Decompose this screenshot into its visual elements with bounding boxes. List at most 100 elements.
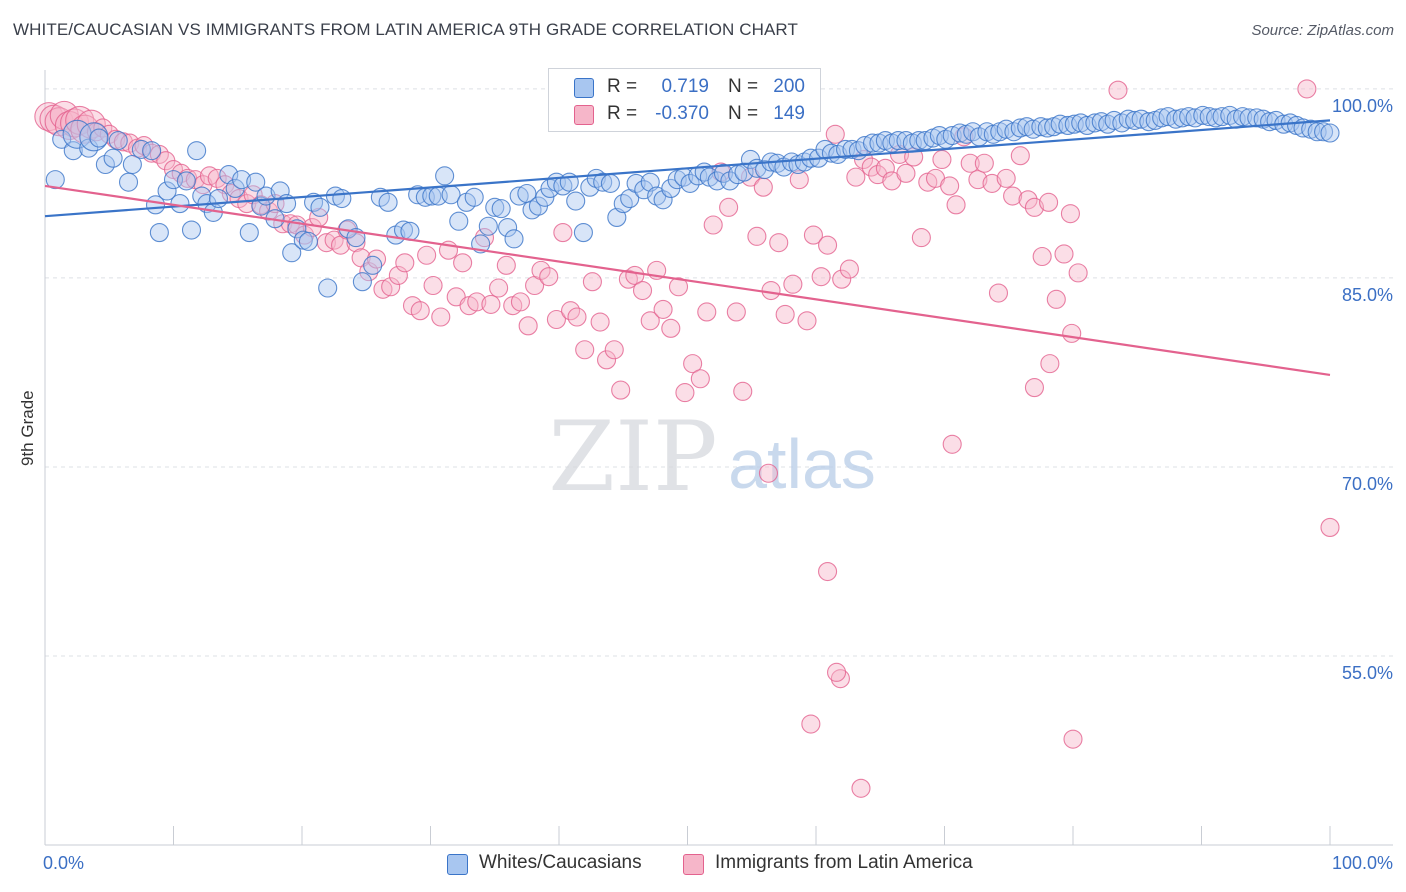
trend-lines bbox=[44, 119, 1331, 377]
whites-point bbox=[435, 166, 455, 186]
whites-point bbox=[1185, 108, 1205, 128]
whites-point bbox=[566, 191, 586, 211]
legend-n-label: N = bbox=[728, 76, 759, 97]
immigrants-point bbox=[1032, 246, 1052, 267]
whites-point bbox=[170, 194, 190, 214]
whites-point bbox=[573, 223, 593, 243]
whites-point bbox=[491, 199, 511, 219]
immigrants-point bbox=[733, 381, 753, 401]
immigrants-point bbox=[1060, 204, 1080, 224]
immigrants-point bbox=[946, 195, 966, 215]
legend-row-whites: R = 0.719 N = 200 bbox=[549, 74, 820, 100]
immigrants-point bbox=[625, 265, 645, 285]
immigrants-point bbox=[988, 283, 1009, 303]
whites-point bbox=[95, 154, 115, 175]
whites-point bbox=[45, 170, 65, 190]
whites-point bbox=[131, 139, 151, 159]
immigrants-point bbox=[590, 312, 610, 332]
whites-point bbox=[1050, 114, 1070, 134]
whites-point bbox=[208, 188, 229, 209]
whites-point bbox=[246, 172, 266, 192]
legend-label-immigrants: Immigrants from Latin America bbox=[715, 852, 973, 873]
immigrants-point bbox=[640, 311, 660, 331]
immigrants-point bbox=[789, 170, 809, 190]
immigrants-point bbox=[761, 280, 781, 301]
immigrants-point bbox=[199, 166, 220, 186]
whites-point bbox=[270, 181, 290, 201]
whites-point bbox=[1023, 119, 1043, 139]
whites-point bbox=[713, 163, 734, 183]
whites-point bbox=[842, 139, 862, 159]
immigrants-point bbox=[1024, 378, 1044, 398]
whites-point bbox=[498, 217, 518, 238]
whites-point bbox=[996, 119, 1016, 139]
immigrants-point bbox=[481, 294, 501, 314]
immigrants-point bbox=[604, 340, 624, 360]
immigrants-point bbox=[510, 292, 531, 312]
y-axis-title: 9th Grade bbox=[18, 390, 37, 466]
immigrants-point bbox=[982, 173, 1002, 193]
whites-point bbox=[1152, 108, 1172, 128]
whites-point bbox=[1320, 123, 1340, 143]
whites-point bbox=[1125, 110, 1145, 130]
immigrants-point bbox=[974, 153, 994, 173]
immigrants-point bbox=[818, 561, 838, 582]
immigrants-point bbox=[797, 311, 817, 331]
immigrants-point bbox=[801, 714, 821, 734]
immigrants-point bbox=[653, 299, 673, 319]
correlation-legend: R = 0.719 N = 200 R = -0.370 N = 149 bbox=[548, 68, 821, 132]
whites-point bbox=[1077, 115, 1097, 135]
whites-point bbox=[1131, 109, 1151, 129]
immigrants-point bbox=[839, 259, 859, 279]
immigrants-point bbox=[518, 316, 538, 336]
whites-point bbox=[720, 171, 740, 191]
whites-point bbox=[613, 194, 633, 214]
grid-lines bbox=[45, 88, 1393, 657]
legend-n-value: 200 bbox=[773, 76, 805, 97]
whites-point bbox=[103, 148, 123, 168]
whites-point bbox=[108, 131, 128, 151]
whites-point bbox=[282, 243, 302, 263]
immigrants-point bbox=[423, 275, 443, 296]
immigrants-point bbox=[726, 302, 746, 322]
whites-point bbox=[219, 165, 239, 185]
immigrants-point bbox=[1046, 289, 1066, 309]
trend-line-whites bbox=[44, 119, 1331, 218]
immigrants-point bbox=[1039, 192, 1059, 212]
whites-point bbox=[504, 229, 524, 249]
immigrants-point bbox=[546, 309, 566, 330]
whites-point bbox=[318, 278, 338, 298]
immigrants-point bbox=[373, 279, 393, 299]
immigrants-point bbox=[827, 662, 847, 682]
immigrants-point bbox=[697, 302, 717, 322]
whites-point bbox=[304, 192, 324, 212]
immigrants-point bbox=[783, 274, 803, 294]
whites-point bbox=[251, 196, 271, 216]
legend-swatch-blue bbox=[574, 78, 594, 98]
legend-swatch-pink bbox=[574, 105, 594, 125]
legend-label-whites: Whites/Caucasians bbox=[479, 852, 642, 873]
immigrants-point bbox=[825, 124, 845, 144]
axes bbox=[44, 70, 1393, 846]
immigrants-point bbox=[1108, 80, 1128, 100]
legend-r-value: 0.719 bbox=[661, 76, 709, 97]
whites-point bbox=[232, 170, 252, 190]
immigrants-point bbox=[611, 380, 631, 400]
immigrants-point bbox=[453, 253, 473, 273]
immigrants-point bbox=[703, 215, 723, 235]
immigrants-point bbox=[758, 463, 779, 483]
immigrants-point bbox=[1010, 146, 1030, 166]
immigrants-point bbox=[1054, 244, 1074, 264]
whites-point bbox=[298, 231, 318, 251]
immigrants-point bbox=[553, 223, 573, 243]
series-whites-points bbox=[45, 105, 1340, 298]
immigrants-point bbox=[567, 307, 587, 327]
whites-point bbox=[478, 216, 498, 236]
whites-point bbox=[142, 141, 162, 161]
whites-point bbox=[1179, 107, 1199, 127]
whites-point bbox=[535, 187, 555, 207]
immigrants-point bbox=[1062, 323, 1082, 343]
whites-point bbox=[408, 185, 428, 205]
whites-point bbox=[1139, 112, 1159, 132]
immigrants-point bbox=[960, 153, 980, 173]
